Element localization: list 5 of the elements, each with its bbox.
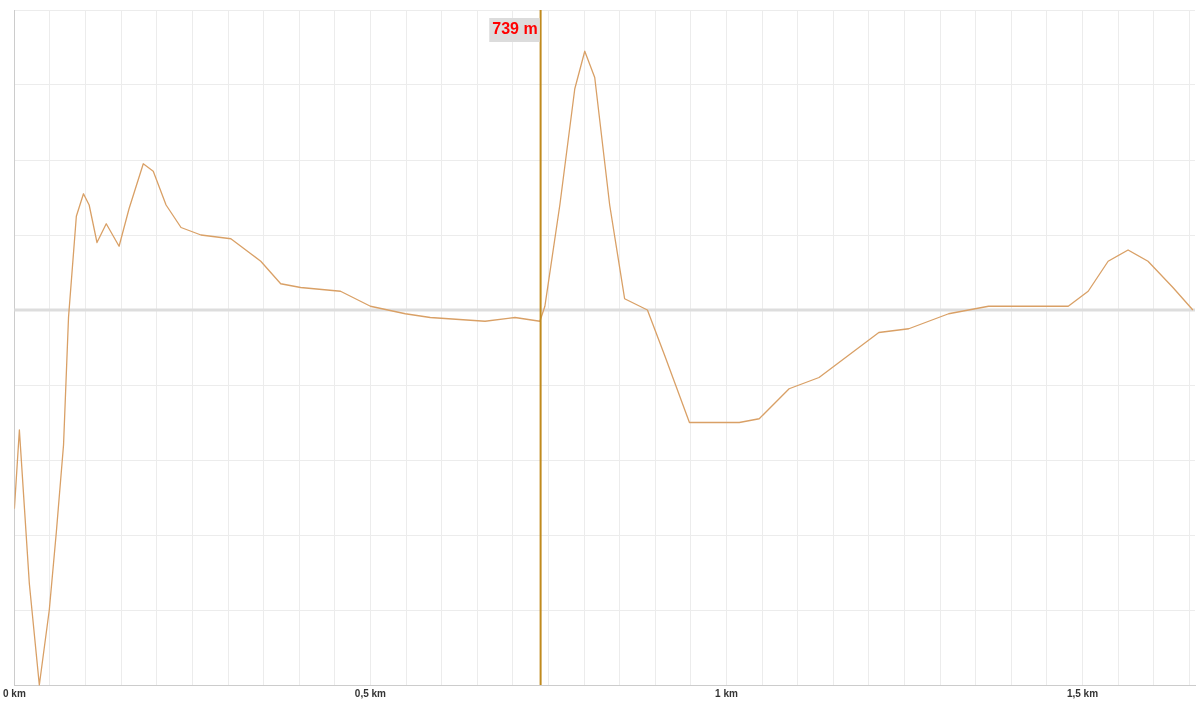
x-tick-label: 1,5 km [1066, 687, 1099, 699]
x-tick-label: 0,5 km [354, 687, 387, 699]
x-tick-label: 1 km [715, 687, 738, 699]
ref-line-label: 739 m [492, 20, 538, 38]
x-tick-label: 0 km [3, 687, 26, 699]
